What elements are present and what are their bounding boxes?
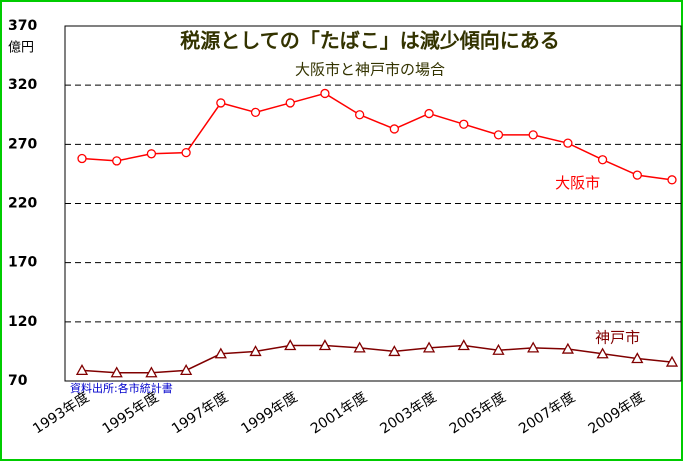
- chart-title: 税源としての「たばこ」は減少傾向にある: [180, 29, 559, 53]
- point-marker: [180, 364, 193, 376]
- point-marker: [181, 147, 191, 158]
- point-marker: [459, 119, 469, 129]
- point-marker: [249, 345, 262, 357]
- y-tick-label: 370: [8, 18, 37, 34]
- y-tick-label: 120: [8, 314, 37, 330]
- point-marker: [597, 155, 608, 165]
- series-line: [81, 344, 673, 374]
- point-marker: [216, 98, 226, 108]
- point-marker: [632, 170, 642, 180]
- point-marker: [77, 153, 87, 164]
- source-note: 資料出所:各市統計書: [70, 381, 173, 395]
- point-marker: [493, 130, 504, 140]
- point-marker: [424, 108, 434, 119]
- point-marker: [146, 149, 157, 159]
- series-label: 大阪市: [555, 174, 600, 192]
- y-tick-label: 320: [8, 77, 37, 93]
- point-marker: [318, 339, 332, 351]
- point-marker: [320, 88, 330, 99]
- y-tick-label: 220: [8, 196, 37, 212]
- chart-subtitle: 大阪市と神戸市の場合: [295, 61, 445, 79]
- point-marker: [527, 341, 540, 353]
- point-marker: [528, 130, 538, 140]
- point-marker: [112, 156, 122, 166]
- point-marker: [561, 342, 574, 354]
- y-tick-label: 70: [8, 373, 28, 389]
- point-marker: [422, 341, 436, 353]
- point-marker: [214, 347, 227, 359]
- point-marker: [563, 138, 573, 148]
- y-unit: 億円: [8, 40, 34, 56]
- point-marker: [596, 347, 609, 359]
- point-marker: [285, 98, 295, 108]
- point-marker: [250, 107, 261, 118]
- series-label: 神戸市: [595, 328, 640, 346]
- point-marker: [492, 343, 505, 355]
- point-marker: [388, 345, 401, 357]
- point-marker: [665, 355, 679, 367]
- point-marker: [389, 124, 400, 134]
- point-marker: [110, 366, 123, 378]
- point-marker: [75, 364, 89, 376]
- point-marker: [284, 339, 297, 351]
- point-marker: [667, 175, 677, 185]
- point-marker: [145, 366, 158, 378]
- point-marker: [353, 341, 366, 353]
- point-marker: [354, 110, 365, 120]
- series-line: [81, 92, 673, 181]
- point-marker: [631, 352, 644, 364]
- y-tick-label: 270: [8, 136, 37, 152]
- y-tick-label: 170: [8, 255, 37, 271]
- point-marker: [457, 339, 470, 351]
